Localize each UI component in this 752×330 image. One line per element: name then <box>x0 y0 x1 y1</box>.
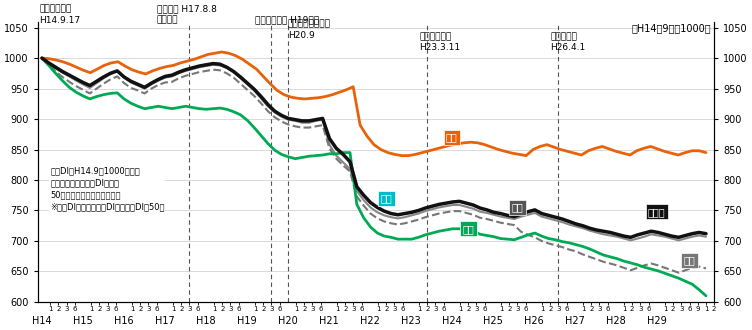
Text: 郵政解散 H17.8.8
ＴＸ開通: 郵政解散 H17.8.8 ＴＸ開通 <box>156 4 217 24</box>
Text: 県央: 県央 <box>511 202 523 213</box>
Text: 県南: 県南 <box>446 132 458 142</box>
Text: 日朝首脳会談
H14.9.17: 日朝首脳会談 H14.9.17 <box>39 4 80 24</box>
Text: 消費税増税
H26.4.1: 消費税増税 H26.4.1 <box>550 32 586 52</box>
Text: リーマンショック
H20.9: リーマンショック H20.9 <box>288 20 331 40</box>
Text: 県全体: 県全体 <box>648 207 666 217</box>
Text: 庭行: 庭行 <box>381 193 392 203</box>
Text: 累積DI：H14.9を1000として
起点し，各調査月のDIの値の
50との差を加減算したもの。
※累積DI＝前月の累積DI＋（当期DI－50）: 累積DI：H14.9を1000として 起点し，各調査月のDIの値の 50との差を… <box>50 167 165 211</box>
Text: 世界金融危機 H19年夏: 世界金融危機 H19年夏 <box>255 16 319 24</box>
Text: （H14年9月＝1000）: （H14年9月＝1000） <box>631 23 711 33</box>
Text: 県西: 県西 <box>684 255 696 266</box>
Text: 県北: 県北 <box>462 224 474 234</box>
Text: 東日本大震災
H23.3.11: 東日本大震災 H23.3.11 <box>419 32 460 52</box>
